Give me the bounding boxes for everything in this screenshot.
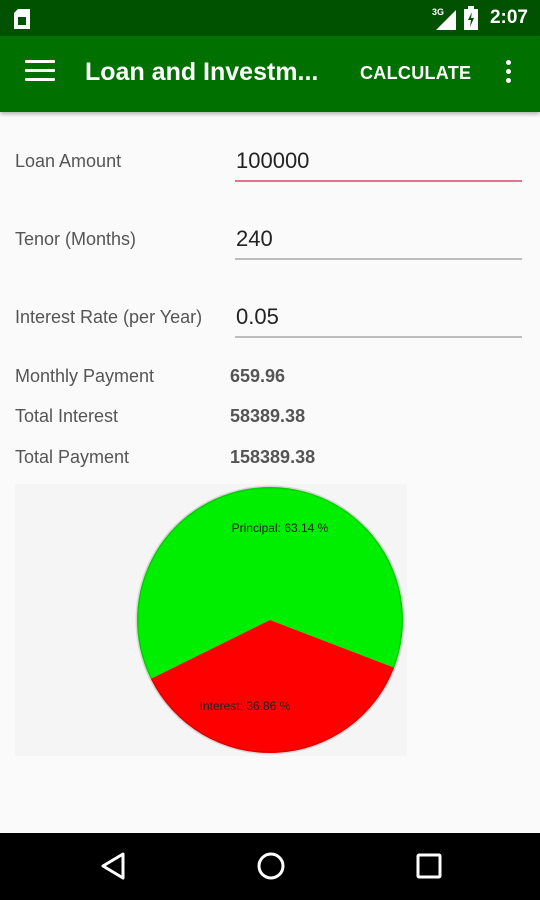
- pie-slice-label: Interest: 36.86 %: [200, 699, 291, 713]
- pie-slice: [150, 620, 395, 753]
- total-payment-value: 158389.38: [230, 447, 316, 467]
- clock: 2:07: [489, 7, 528, 28]
- pie-slice: [137, 487, 403, 679]
- pie-chart: Principal: 63.14 % Interest: 36.86 %: [135, 485, 405, 755]
- monthly-payment-label: Monthly Payment: [15, 366, 155, 386]
- calculate-button[interactable]: CALCULATE: [360, 63, 472, 83]
- cell-signal-icon: 3G: [432, 7, 456, 30]
- interest-rate-input[interactable]: [235, 300, 522, 338]
- monthly-payment-value: 659.96: [230, 366, 286, 386]
- app-bar: Loan and Investm... CALCULATE: [0, 36, 540, 112]
- tenor-label: Tenor (Months): [15, 229, 137, 249]
- pie-rim: [135, 485, 405, 755]
- total-payment-label: Total Payment: [15, 447, 130, 467]
- navigation-bar: [0, 833, 540, 900]
- recents-icon[interactable]: [416, 851, 442, 881]
- total-interest-value: 58389.38: [230, 406, 306, 426]
- pie-chart-container: Principal: 63.14 % Interest: 36.86 %: [15, 484, 407, 756]
- status-bar: 3G 2:07: [0, 0, 540, 36]
- svg-text:3G: 3G: [432, 7, 444, 17]
- sim-card-icon: [14, 9, 30, 29]
- loan-amount-input[interactable]: [235, 144, 522, 182]
- tenor-input[interactable]: [235, 222, 522, 260]
- pie-slice-label: Principal: 63.14 %: [232, 521, 329, 535]
- total-interest-label: Total Interest: [15, 406, 119, 426]
- app-title: Loan and Investm...: [85, 58, 319, 86]
- back-icon[interactable]: [100, 851, 126, 881]
- loan-amount-label: Loan Amount: [15, 151, 122, 171]
- battery-icon: [463, 6, 478, 30]
- home-icon[interactable]: [256, 851, 286, 881]
- interest-rate-label: Interest Rate (per Year): [15, 307, 203, 327]
- menu-icon[interactable]: [25, 60, 55, 88]
- more-options-icon[interactable]: [498, 60, 518, 90]
